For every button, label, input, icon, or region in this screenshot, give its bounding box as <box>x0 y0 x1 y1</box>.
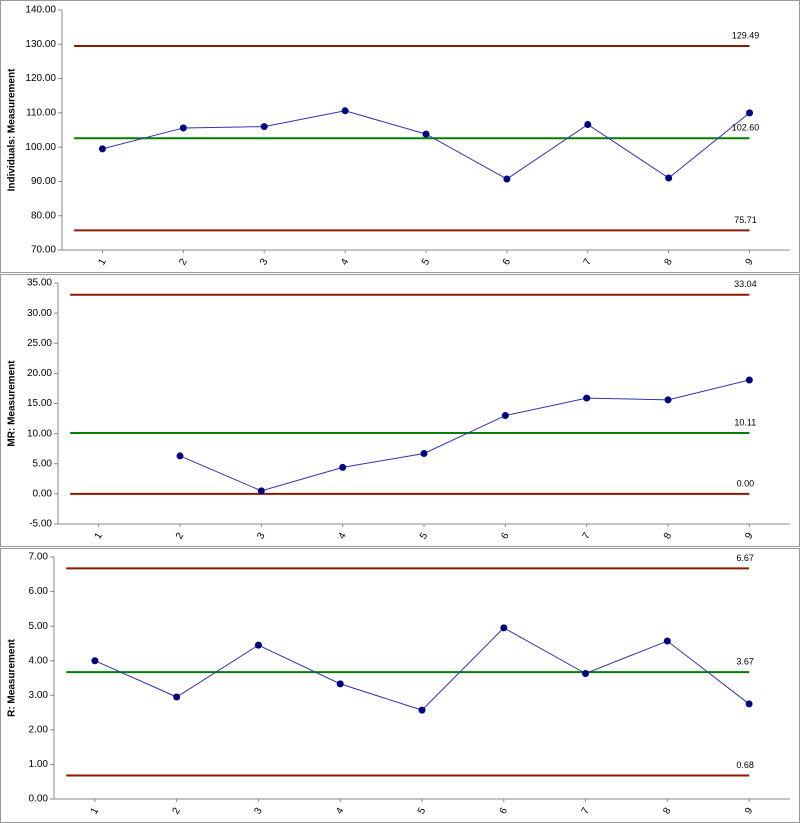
y-tick-label: 15.00 <box>27 398 52 409</box>
data-point <box>339 463 347 471</box>
x-tick-label: 1 <box>93 531 106 542</box>
x-tick-label: 9 <box>744 257 757 268</box>
data-point <box>260 123 268 131</box>
y-tick-label: 20.00 <box>27 368 52 379</box>
y-tick-label: 1.00 <box>29 759 49 770</box>
y-tick-label: 30.00 <box>27 308 52 319</box>
x-tick-label: 2 <box>171 806 184 817</box>
x-tick-label: 7 <box>582 257 595 268</box>
x-tick-label: 6 <box>498 806 511 817</box>
data-point <box>418 706 426 714</box>
x-tick-label: 4 <box>339 257 352 268</box>
x-tick-label: 7 <box>580 806 593 817</box>
data-point <box>422 130 430 138</box>
y-tick-label: 140.00 <box>25 5 56 16</box>
panel-frame <box>0 0 800 273</box>
y-tick-label: 5.00 <box>33 458 53 469</box>
data-point <box>663 637 671 645</box>
x-tick-label: 8 <box>662 531 675 542</box>
x-tick-label: 9 <box>743 531 756 542</box>
control-line-label: 75.71 <box>734 215 757 225</box>
data-point <box>664 396 672 404</box>
x-tick-label: 5 <box>416 806 429 817</box>
x-tick-label: 5 <box>418 531 431 542</box>
data-point <box>257 487 265 495</box>
y-tick-label: 3.00 <box>29 690 49 701</box>
control-line-label: 33.04 <box>734 279 757 289</box>
control-line-label: 102.60 <box>732 123 760 133</box>
data-point <box>745 376 753 384</box>
data-point <box>420 450 428 458</box>
x-tick-label: 6 <box>499 531 512 542</box>
data-point <box>584 121 592 129</box>
data-point <box>665 174 673 182</box>
y-tick-label: 10.00 <box>27 428 52 439</box>
data-point <box>91 657 99 665</box>
y-tick-label: 5.00 <box>29 621 49 632</box>
y-tick-label: 70.00 <box>31 245 56 256</box>
x-tick-label: 8 <box>661 806 674 817</box>
x-tick-label: 3 <box>252 806 265 817</box>
control-line-label: 0.68 <box>736 760 754 770</box>
x-tick-label: 7 <box>581 531 594 542</box>
data-point <box>501 412 509 420</box>
y-axis-label: R: Measurement <box>7 638 18 716</box>
y-tick-label: 6.00 <box>29 586 49 597</box>
control-line-label: 3.67 <box>736 656 754 666</box>
y-tick-label: 90.00 <box>31 176 56 187</box>
y-tick-label: 7.00 <box>29 552 49 563</box>
y-tick-label: 80.00 <box>31 210 56 221</box>
x-tick-label: 2 <box>177 257 190 268</box>
data-point <box>173 693 181 701</box>
y-axis-label: MR: Measurement <box>7 360 18 447</box>
control-line-label: 6.67 <box>736 553 754 563</box>
panel-frame <box>0 274 800 547</box>
x-tick-label: 9 <box>743 806 756 817</box>
data-point <box>254 641 262 649</box>
data-point <box>179 124 187 132</box>
x-tick-label: 1 <box>96 257 109 268</box>
y-tick-label: -5.00 <box>29 519 52 530</box>
x-tick-label: 3 <box>258 257 271 268</box>
y-tick-label: 130.00 <box>25 39 56 50</box>
y-tick-label: 0.00 <box>29 794 49 805</box>
control-line-label: 0.00 <box>737 478 755 488</box>
x-tick-label: 8 <box>663 257 676 268</box>
panel-frame <box>0 548 800 823</box>
x-tick-label: 5 <box>420 257 433 268</box>
y-tick-label: 25.00 <box>27 338 52 349</box>
y-tick-label: 120.00 <box>25 73 56 84</box>
x-tick-label: 4 <box>334 806 347 817</box>
control-line-label: 10.11 <box>734 417 756 427</box>
data-line <box>179 379 750 492</box>
data-line <box>102 110 750 180</box>
data-point <box>746 109 754 117</box>
x-tick-label: 1 <box>89 806 102 817</box>
control-line-label: 129.49 <box>732 30 760 40</box>
y-axis-label: Individuals: Measurement <box>7 68 18 191</box>
x-tick-label: 2 <box>174 531 187 542</box>
data-point <box>583 394 591 402</box>
data-point <box>98 145 106 153</box>
y-tick-label: 100.00 <box>25 142 56 153</box>
data-point <box>582 670 590 678</box>
x-tick-label: 3 <box>255 531 268 542</box>
x-tick-label: 4 <box>337 531 350 542</box>
y-tick-label: 35.00 <box>27 278 52 289</box>
data-point <box>500 624 508 632</box>
data-point <box>503 175 511 183</box>
data-point <box>341 107 349 115</box>
data-point <box>745 700 753 708</box>
y-tick-label: 0.00 <box>33 489 53 500</box>
y-tick-label: 2.00 <box>29 724 49 735</box>
y-tick-label: 4.00 <box>29 655 49 666</box>
data-point <box>176 452 184 460</box>
x-tick-label: 6 <box>501 257 514 268</box>
y-tick-label: 110.00 <box>26 107 56 118</box>
data-line <box>94 627 750 711</box>
data-point <box>336 680 344 688</box>
